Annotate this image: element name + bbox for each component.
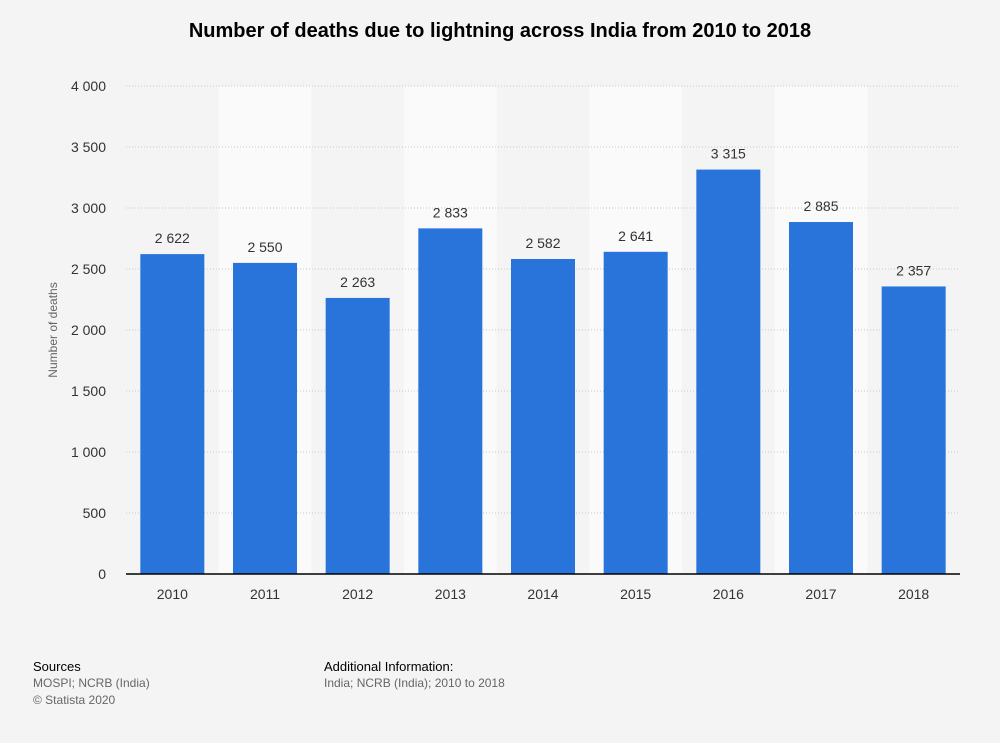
x-tick-label-2014: 2014 — [527, 586, 558, 602]
y-tick-label: 2 000 — [71, 322, 106, 338]
bar-2018 — [881, 286, 946, 574]
x-tick-label-2017: 2017 — [805, 586, 836, 602]
sources-line: MOSPI; NCRB (India) — [33, 676, 150, 690]
data-label-2012: 2 263 — [340, 274, 375, 290]
x-tick-label-2016: 2016 — [713, 586, 744, 602]
sources-heading: Sources — [33, 659, 81, 674]
bar-2017 — [789, 222, 853, 574]
data-label-2018: 2 357 — [896, 262, 931, 278]
y-tick-label: 3 000 — [71, 200, 106, 216]
y-tick-label: 1 500 — [71, 383, 106, 399]
bar-2015 — [603, 251, 668, 574]
bar-2016 — [696, 169, 761, 574]
sources-section: Sources MOSPI; NCRB (India) © Statista 2… — [33, 658, 150, 709]
data-label-2010: 2 622 — [155, 230, 190, 246]
data-label-2016: 3 315 — [711, 146, 746, 162]
y-tick-label: 3 500 — [71, 139, 106, 155]
y-tick-label: 1 000 — [71, 444, 106, 460]
y-tick-label: 2 500 — [71, 261, 106, 277]
bar-2011 — [233, 262, 297, 574]
x-tick-label-2012: 2012 — [342, 586, 373, 602]
y-tick-label: 4 000 — [71, 78, 106, 94]
bar-2012 — [325, 297, 390, 574]
bar-2014 — [511, 258, 575, 574]
additional-info-heading: Additional Information: — [324, 659, 454, 674]
data-label-2011: 2 550 — [247, 239, 282, 255]
x-tick-label-2018: 2018 — [898, 586, 929, 602]
additional-info-line: India; NCRB (India); 2010 to 2018 — [324, 676, 505, 690]
copyright-line: © Statista 2020 — [33, 693, 116, 707]
additional-info-section: Additional Information: India; NCRB (Ind… — [324, 658, 505, 692]
x-tick-label-2013: 2013 — [435, 586, 466, 602]
x-tick-label-2011: 2011 — [250, 586, 280, 602]
x-tick-label-2010: 2010 — [157, 586, 188, 602]
y-tick-label: 500 — [83, 505, 107, 521]
y-tick-label: 0 — [98, 566, 106, 582]
data-label-2014: 2 582 — [525, 235, 560, 251]
data-label-2017: 2 885 — [803, 198, 838, 214]
bar-2013 — [418, 228, 483, 574]
data-label-2013: 2 833 — [433, 204, 468, 220]
y-axis-title: Number of deaths — [46, 282, 60, 377]
x-tick-label-2015: 2015 — [620, 586, 651, 602]
bar-2010 — [140, 254, 205, 574]
data-label-2015: 2 641 — [618, 228, 653, 244]
chart-title: Number of deaths due to lightning across… — [188, 20, 812, 42]
